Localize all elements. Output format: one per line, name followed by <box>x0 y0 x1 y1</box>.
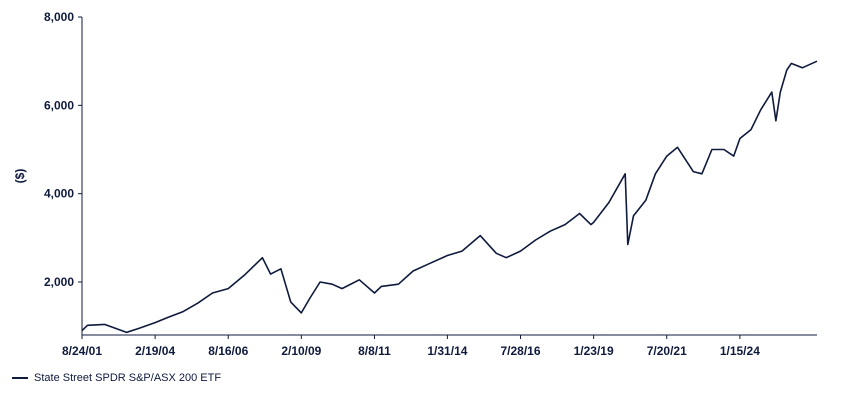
legend: State Street SPDR S&P/ASX 200 ETF <box>12 372 221 384</box>
x-tick-label: 7/28/16 <box>500 344 540 358</box>
x-tick-label: 1/31/14 <box>427 344 467 358</box>
y-tick-label: 6,000 <box>44 98 74 112</box>
legend-swatch <box>12 377 28 379</box>
x-tick-label: 1/15/24 <box>720 344 760 358</box>
x-tick-label: 7/20/21 <box>647 344 687 358</box>
x-tick-label: 1/23/19 <box>574 344 614 358</box>
legend-label: State Street SPDR S&P/ASX 200 ETF <box>34 372 222 384</box>
y-tick-label: 8,000 <box>44 10 74 24</box>
x-tick-label: 2/10/09 <box>281 344 321 358</box>
y-tick-label: 4,000 <box>44 187 74 201</box>
y-tick-label: 2,000 <box>44 275 74 289</box>
x-axis-ticks: 8/24/01 2/19/04 8/16/06 2/10/09 8/8/11 1/31/1… <box>62 335 760 358</box>
x-tick-label: 8/8/11 <box>358 344 391 358</box>
y-axis-ticks: 8,000 6,000 4,000 2,000 <box>44 10 82 289</box>
y-axis-title: ($) <box>13 169 27 184</box>
x-tick-label: 8/24/01 <box>62 344 102 358</box>
series-line <box>81 60 818 334</box>
x-tick-label: 2/19/04 <box>135 344 175 358</box>
x-tick-label: 8/16/06 <box>208 344 248 358</box>
